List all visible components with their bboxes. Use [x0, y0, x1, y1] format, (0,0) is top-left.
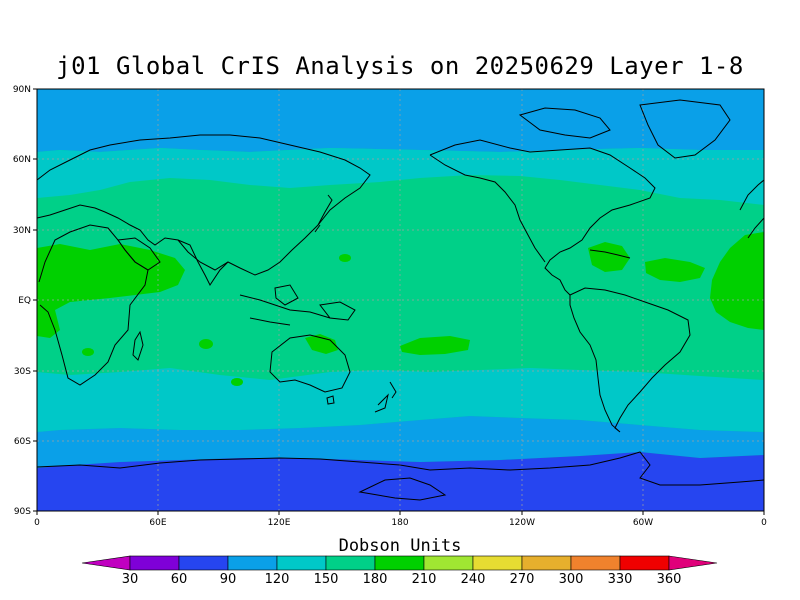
colorbar-title: Dobson Units [338, 536, 462, 556]
coast-northamerica [429, 139, 656, 296]
coast-antarctica [37, 451, 764, 486]
colorbar-swatch [521, 555, 572, 571]
field-band-180-atlantic [710, 232, 764, 330]
colorbar-label: 90 [220, 572, 237, 587]
colorbar-label: 30 [122, 572, 139, 587]
lon-label-120e: 120E [268, 518, 291, 528]
colorbar-swatch [472, 555, 523, 571]
lon-label-120w: 120W [509, 518, 535, 528]
coast-newzealand [374, 381, 397, 413]
coast-borneo [274, 284, 299, 306]
lon-label-180: 180 [391, 518, 408, 528]
lat-label-30n: 30N [13, 226, 31, 236]
coast-africa [38, 224, 149, 386]
colorbar-label: 240 [461, 572, 486, 587]
coast-indonesia [239, 294, 331, 326]
lon-label-60e: 60E [149, 518, 166, 528]
field-band-180-small-1 [199, 339, 213, 349]
field-band-180-australia-ne [305, 334, 338, 354]
ozone-field [37, 89, 764, 511]
coast-caribbean [589, 249, 631, 259]
lat-label-60s: 60S [14, 437, 31, 447]
coast-europe-west [739, 179, 764, 211]
lon-label-0-left: 0 [34, 518, 40, 528]
field-band-180-small-3 [339, 254, 351, 262]
coast-newguinea [319, 301, 356, 321]
tick-marks [33, 88, 765, 515]
field-band-180-small-4 [82, 348, 94, 356]
colorbar-label: 60 [171, 572, 188, 587]
coast-antarctic-inner [358, 477, 447, 501]
colorbar-swatch [423, 555, 474, 571]
colorbar-swatch [178, 555, 229, 571]
colorbar-swatch [325, 555, 376, 571]
coast-greenland [639, 99, 731, 159]
map-title: j01 Global CrIS Analysis on 20250629 Lay… [56, 52, 744, 80]
colorbar-low-arrow [81, 555, 131, 571]
colorbar-high-arrow [668, 555, 718, 571]
colorbar-label: 150 [314, 572, 339, 587]
field-band-90-south [37, 416, 764, 468]
coast-madagascar [132, 330, 144, 361]
colorbar-swatch [619, 555, 670, 571]
coast-arctic-islands [518, 107, 611, 139]
field-band-180-pacific [400, 336, 470, 355]
coast-arabia [117, 237, 161, 271]
field-band-120-south [37, 368, 764, 432]
coast-africa-west-right [747, 217, 764, 239]
coast-india [177, 239, 229, 286]
field-band-120-north [37, 148, 764, 205]
coast-tasmania [326, 395, 335, 405]
colorbar-label: 180 [363, 572, 388, 587]
colorbar-label: 120 [265, 572, 290, 587]
lon-label-60w: 60W [633, 518, 653, 528]
colorbar-label: 360 [657, 572, 682, 587]
field-band-60-south [37, 452, 764, 511]
grid-lines [37, 89, 764, 511]
colorbar-swatch [227, 555, 278, 571]
colorbar-swatch [276, 555, 327, 571]
coastlines [37, 99, 764, 501]
field-band-90-north [37, 89, 764, 152]
lat-label-30s: 30S [14, 367, 31, 377]
coast-alaska [429, 154, 546, 263]
coast-eurasia [37, 134, 371, 276]
lat-label-60n: 60N [13, 155, 31, 165]
field-band-180-westafrica-off [645, 258, 705, 282]
field-band-180-caribbean [588, 242, 630, 272]
colorbar-swatch [570, 555, 621, 571]
colorbar-swatch [374, 555, 425, 571]
colorbar-label: 270 [510, 572, 535, 587]
coast-australia [269, 334, 351, 393]
lat-label-90s: 90S [14, 507, 31, 517]
lon-label-0-right: 0 [761, 518, 767, 528]
lat-label-90n: 90N [13, 85, 31, 95]
colorbar-swatch [129, 555, 180, 571]
colorbar-label: 330 [608, 572, 633, 587]
colorbar-label: 300 [559, 572, 584, 587]
colorbar: 30 60 90 120 150 180 210 240 270 300 330 360 [81, 555, 718, 587]
lat-label-eq: EQ [18, 296, 31, 306]
field-band-180-small-2 [231, 378, 243, 386]
colorbar-label: 210 [412, 572, 437, 587]
coast-southamerica [569, 287, 691, 433]
field-band-180-africa [37, 244, 185, 338]
coast-japan [314, 194, 333, 233]
